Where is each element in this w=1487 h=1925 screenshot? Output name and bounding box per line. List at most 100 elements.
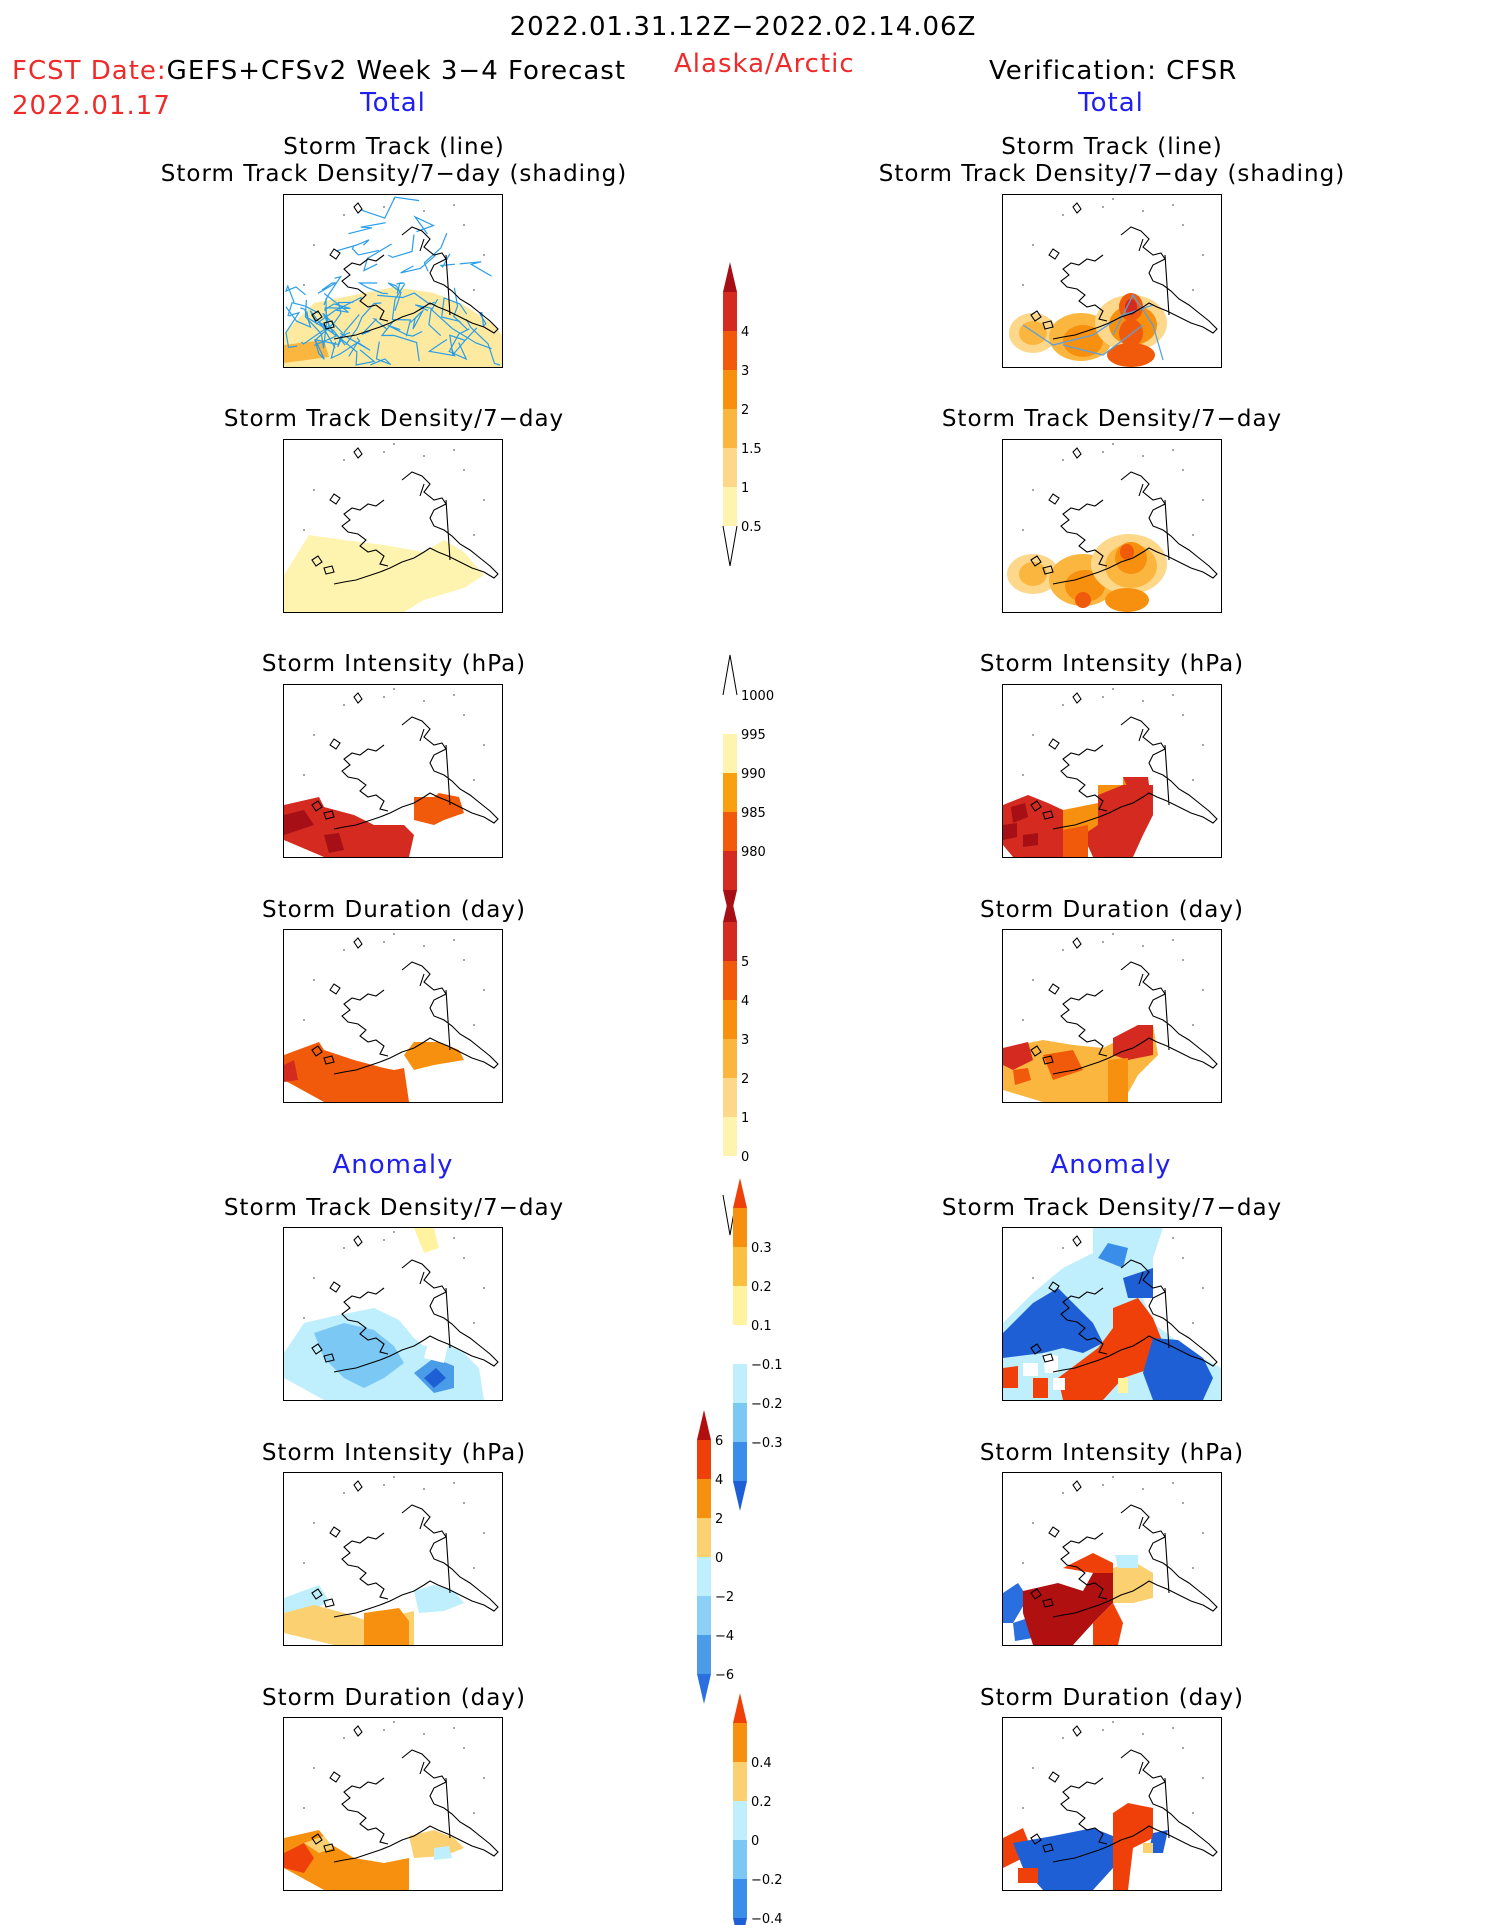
colorbar-tick-label: 4 [741,325,749,340]
right-track-shading-title: Storm Track Density/7−day (shading) [878,161,1346,187]
colorbar-tick-label: 985 [741,806,766,821]
colorbar-box [723,961,737,1000]
alaska-coastline [311,692,499,830]
alaska-coastline [1030,202,1218,340]
left-track-line-title: Storm Track (line) [283,134,505,160]
colorbar-tick-label: 0 [741,1150,749,1165]
alaska-coastline [1030,1235,1218,1373]
colorbar-tick-label: 0.5 [741,520,762,535]
colorbar-box [723,773,737,812]
map-forecast-density [283,439,503,613]
colorbar-box [723,695,737,734]
right-intensity-title: Storm Intensity (hPa) [979,651,1245,677]
map-verification-intensity [1002,684,1222,858]
map-forecast-duration [283,929,503,1103]
map-forecast-intensity [283,684,503,858]
right-density-title: Storm Track Density/7−day [941,406,1283,432]
colorbar-end-arrow [733,1481,747,1511]
colorbar-box [733,1801,747,1840]
colorbar-tick-label: 2 [741,403,749,418]
colorbar-tick-label: 0.4 [751,1756,772,1771]
left-intensity-title: Storm Intensity (hPa) [261,651,527,677]
right-duration-title: Storm Duration (day) [980,897,1244,923]
colorbar-tick-label: 1.5 [741,442,762,457]
alaska-coastline [1030,447,1218,585]
colorbar-tick-label: −0.3 [751,1436,783,1451]
colorbar-tick-label: 990 [741,767,766,782]
map-verification-storm-track [1002,194,1222,368]
map-forecast-intensity-anomaly [283,1472,503,1646]
colorbar-tick-label: −0.1 [751,1358,783,1373]
graticule-dots [303,443,485,536]
graticule-dots [303,1721,485,1814]
alaska-coastline [311,1725,499,1863]
colorbar-box [733,1247,747,1286]
colorbar-tick-label: 995 [741,728,766,743]
colorbar-box [733,1723,747,1762]
colorbar-box [723,1156,737,1195]
graticule-dots [303,198,485,291]
colorbar-density-anomaly: 0.3 0.2 0.1 −0.1 −0.2 −0.3 [733,1178,803,1519]
colorbar-box [723,448,737,487]
colorbar-box [723,1000,737,1039]
colorbar-box [733,1840,747,1879]
colorbar-tick-label: 0.1 [751,1319,772,1334]
alaska-coastline [311,937,499,1075]
colorbar-tick-label: 5 [741,955,749,970]
fcst-date-label: FCST Date: [12,56,167,86]
left-duration-anom-title: Storm Duration (day) [262,1685,526,1711]
graticule-dots [1022,1476,1204,1569]
forecast-info: FCST Date:GEFS+CFSv2 Week 3−4 Forecast [12,58,626,84]
colorbar-tick-label: 4 [741,994,749,1009]
colorbar-box [733,1364,747,1403]
colorbar-box [723,734,737,773]
colorbar-box [723,1117,737,1156]
colorbar-box [723,812,737,851]
map-verification-density-anomaly [1002,1227,1222,1401]
alaska-coastline [1030,1725,1218,1863]
alaska-coastline [1030,1480,1218,1618]
colorbar-tick-label: −4 [715,1629,734,1644]
colorbar-tick-label: 6 [715,1434,723,1449]
colorbar-duration-anomaly: 0.4 0.2 0 −0.2 −0.4 [733,1693,803,1925]
colorbar-tick-label: 1 [741,1111,749,1126]
left-intensity-anom-title: Storm Intensity (hPa) [261,1440,527,1466]
graticule-dots [303,1231,485,1324]
colorbar-tick-label: 2 [741,1072,749,1087]
right-track-line-title: Storm Track (line) [1001,134,1223,160]
colorbar-box [697,1557,711,1596]
graticule-dots [1022,688,1204,781]
colorbar-tick-label: 2 [715,1512,723,1527]
colorbar-box [723,331,737,370]
colorbar-box [697,1440,711,1479]
colorbar-box [733,1442,747,1481]
colorbar-tick-label: 1000 [741,689,774,704]
colorbar-end-arrow [733,1178,747,1208]
colorbar-box [723,1078,737,1117]
colorbar-box [733,1403,747,1442]
colorbar-tick-label: 0.2 [751,1280,772,1295]
colorbar-tick-label: 0 [751,1834,759,1849]
colorbar-box [723,1039,737,1078]
graticule-dots [1022,1721,1204,1814]
colorbar-box [697,1479,711,1518]
colorbar-tick-label: −6 [715,1668,734,1683]
colorbar-tick-label: −0.4 [751,1912,783,1925]
right-anomaly-heading: Anomaly [1050,1150,1172,1180]
colorbar-intensity-anomaly: 6 4 2 0 −2 −4 −6 [697,1410,767,1712]
colorbar-box [733,1208,747,1247]
colorbar-tick-label: 3 [741,364,749,379]
colorbar-density-total: 4 3 2 1.5 1 0.5 [722,262,793,574]
colorbar-box [697,1518,711,1557]
colorbar-box [723,409,737,448]
map-verification-density [1002,439,1222,613]
colorbar-tick-label: 4 [715,1473,723,1488]
storm-track-lines [284,196,501,366]
colorbar-tick-label: −0.2 [751,1873,783,1888]
graticule-dots [1022,198,1204,291]
colorbar-end-arrow [697,1674,711,1704]
right-density-anom-title: Storm Track Density/7−day [941,1195,1283,1221]
alaska-coastline [311,1235,499,1373]
left-section-total: Total [360,88,426,118]
colorbar-box [723,487,737,526]
